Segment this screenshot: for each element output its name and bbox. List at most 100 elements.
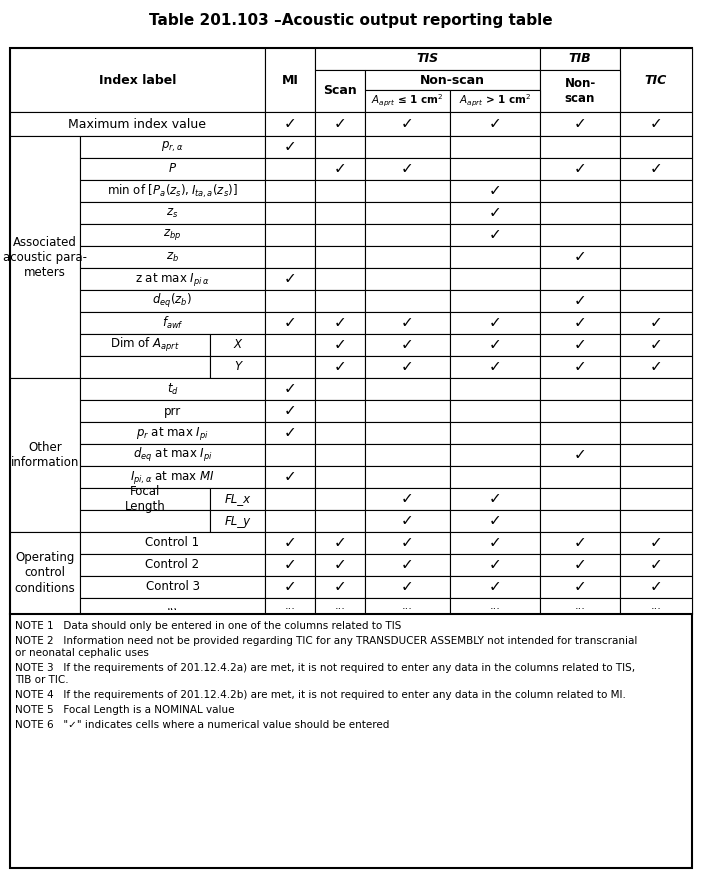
Bar xyxy=(315,444,365,466)
Text: TIB or TIC.: TIB or TIC. xyxy=(15,675,69,685)
Bar xyxy=(450,268,540,290)
Bar xyxy=(620,576,692,598)
Bar xyxy=(265,290,315,312)
Text: NOTE 4   If the requirements of 201.12.4.2b) are met, it is not required to ente: NOTE 4 If the requirements of 201.12.4.2… xyxy=(15,690,626,700)
Text: Other
information: Other information xyxy=(11,441,79,469)
Text: ✓: ✓ xyxy=(284,315,296,330)
Text: ✓: ✓ xyxy=(401,557,414,572)
Bar xyxy=(80,356,210,378)
Bar xyxy=(620,598,692,614)
Bar xyxy=(620,290,692,312)
Bar xyxy=(450,158,540,180)
Text: ✓: ✓ xyxy=(489,557,501,572)
Text: ✓: ✓ xyxy=(401,359,414,374)
Bar xyxy=(265,466,315,488)
Bar xyxy=(265,268,315,290)
Bar xyxy=(315,488,365,510)
Text: TIB: TIB xyxy=(569,52,591,65)
Bar xyxy=(450,246,540,268)
Text: ✓: ✓ xyxy=(489,315,501,330)
Bar xyxy=(80,202,265,224)
Text: ✓: ✓ xyxy=(284,140,296,155)
Bar xyxy=(80,224,265,246)
Bar xyxy=(450,202,540,224)
Bar xyxy=(540,158,620,180)
Bar xyxy=(540,510,620,532)
Text: $A_{aprt}$ ≤ 1 cm$^2$: $A_{aprt}$ ≤ 1 cm$^2$ xyxy=(371,93,444,109)
Text: ✓: ✓ xyxy=(649,557,663,572)
Bar xyxy=(10,48,692,614)
Bar xyxy=(620,112,692,136)
Bar xyxy=(365,136,450,158)
Bar xyxy=(365,444,450,466)
Bar xyxy=(80,598,265,614)
Bar xyxy=(315,554,365,576)
Bar xyxy=(620,312,692,334)
Bar xyxy=(365,158,450,180)
Bar xyxy=(450,112,540,136)
Text: $p_r$ at max $I_{pi}$: $p_r$ at max $I_{pi}$ xyxy=(136,425,209,442)
Text: Control 2: Control 2 xyxy=(145,559,199,571)
Bar xyxy=(80,268,265,290)
Bar xyxy=(620,488,692,510)
Bar xyxy=(540,488,620,510)
Bar xyxy=(265,422,315,444)
Text: ✓: ✓ xyxy=(489,184,501,199)
Bar xyxy=(210,488,265,510)
Bar xyxy=(80,246,265,268)
Text: ✓: ✓ xyxy=(401,117,414,132)
Bar xyxy=(540,312,620,334)
Text: ✓: ✓ xyxy=(649,579,663,594)
Text: ✓: ✓ xyxy=(574,293,586,308)
Text: ✓: ✓ xyxy=(333,117,346,132)
Bar xyxy=(450,510,540,532)
Bar xyxy=(620,378,692,400)
Bar xyxy=(265,444,315,466)
Text: ✓: ✓ xyxy=(649,359,663,374)
Bar xyxy=(315,246,365,268)
Bar xyxy=(450,532,540,554)
Bar xyxy=(265,180,315,202)
Text: ✓: ✓ xyxy=(284,426,296,441)
Bar xyxy=(450,290,540,312)
Bar xyxy=(620,180,692,202)
Bar xyxy=(210,356,265,378)
Bar xyxy=(265,400,315,422)
Text: Scan: Scan xyxy=(323,85,357,97)
Text: ✓: ✓ xyxy=(333,535,346,550)
Bar xyxy=(265,356,315,378)
Bar xyxy=(540,334,620,356)
Text: ✓: ✓ xyxy=(333,162,346,177)
Bar xyxy=(265,136,315,158)
Text: ✓: ✓ xyxy=(284,579,296,594)
Text: $d_{eq}(z_b)$: $d_{eq}(z_b)$ xyxy=(152,292,192,310)
Text: z at max $I_{pi\,\alpha}$: z at max $I_{pi\,\alpha}$ xyxy=(135,270,210,288)
Text: ✓: ✓ xyxy=(489,359,501,374)
Text: NOTE 3   If the requirements of 201.12.4.2a) are met, it is not required to ente: NOTE 3 If the requirements of 201.12.4.2… xyxy=(15,663,635,673)
Bar xyxy=(210,334,265,356)
Bar xyxy=(620,444,692,466)
Bar xyxy=(315,290,365,312)
Bar xyxy=(540,70,620,112)
Bar xyxy=(265,312,315,334)
Bar xyxy=(620,422,692,444)
Text: ✓: ✓ xyxy=(333,557,346,572)
Text: ✓: ✓ xyxy=(401,514,414,529)
Text: $d_{eq}$ at max $I_{pi}$: $d_{eq}$ at max $I_{pi}$ xyxy=(133,446,212,464)
Text: ✓: ✓ xyxy=(489,579,501,594)
Bar xyxy=(265,576,315,598)
Bar xyxy=(540,532,620,554)
Bar xyxy=(10,614,692,868)
Text: ✓: ✓ xyxy=(649,315,663,330)
Bar xyxy=(540,136,620,158)
Text: or neonatal cephalic uses: or neonatal cephalic uses xyxy=(15,648,149,658)
Text: ✓: ✓ xyxy=(574,535,586,550)
Bar xyxy=(10,48,265,112)
Bar xyxy=(540,224,620,246)
Text: Control 1: Control 1 xyxy=(145,537,199,549)
Text: ✓: ✓ xyxy=(649,117,663,132)
Text: ...: ... xyxy=(167,601,178,611)
Text: TIS: TIS xyxy=(416,52,439,65)
Text: ✓: ✓ xyxy=(574,557,586,572)
Bar xyxy=(540,598,620,614)
